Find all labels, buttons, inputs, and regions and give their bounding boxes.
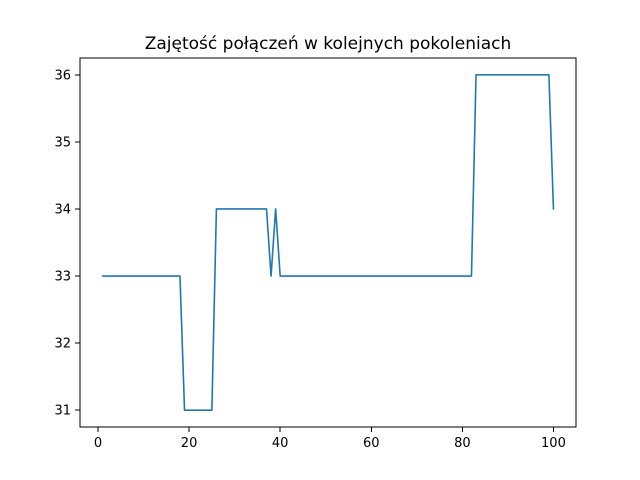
y-tick-label: 35 — [54, 135, 71, 150]
x-tick-label: 100 — [541, 436, 566, 451]
x-tick-label: 0 — [94, 436, 102, 451]
y-axis: 31 32 33 34 35 36 — [54, 68, 80, 419]
series-line — [101, 73, 555, 412]
chart-title: Zajętość połączeń w kolejnych pokoleniac… — [145, 34, 512, 54]
plot-series-layer — [101, 73, 555, 412]
y-tick-label: 32 — [54, 337, 71, 352]
x-tick-label: 40 — [272, 436, 289, 451]
y-tick-label: 31 — [54, 404, 71, 419]
y-tick-label: 33 — [54, 270, 71, 285]
x-axis: 0 20 40 60 80 100 — [94, 427, 566, 451]
x-tick-label: 80 — [454, 436, 471, 451]
x-tick-label: 60 — [363, 436, 380, 451]
x-tick-label: 20 — [181, 436, 198, 451]
plot-area-frame — [79, 57, 577, 428]
y-tick-label: 34 — [54, 202, 71, 217]
y-tick-label: 36 — [54, 68, 71, 83]
